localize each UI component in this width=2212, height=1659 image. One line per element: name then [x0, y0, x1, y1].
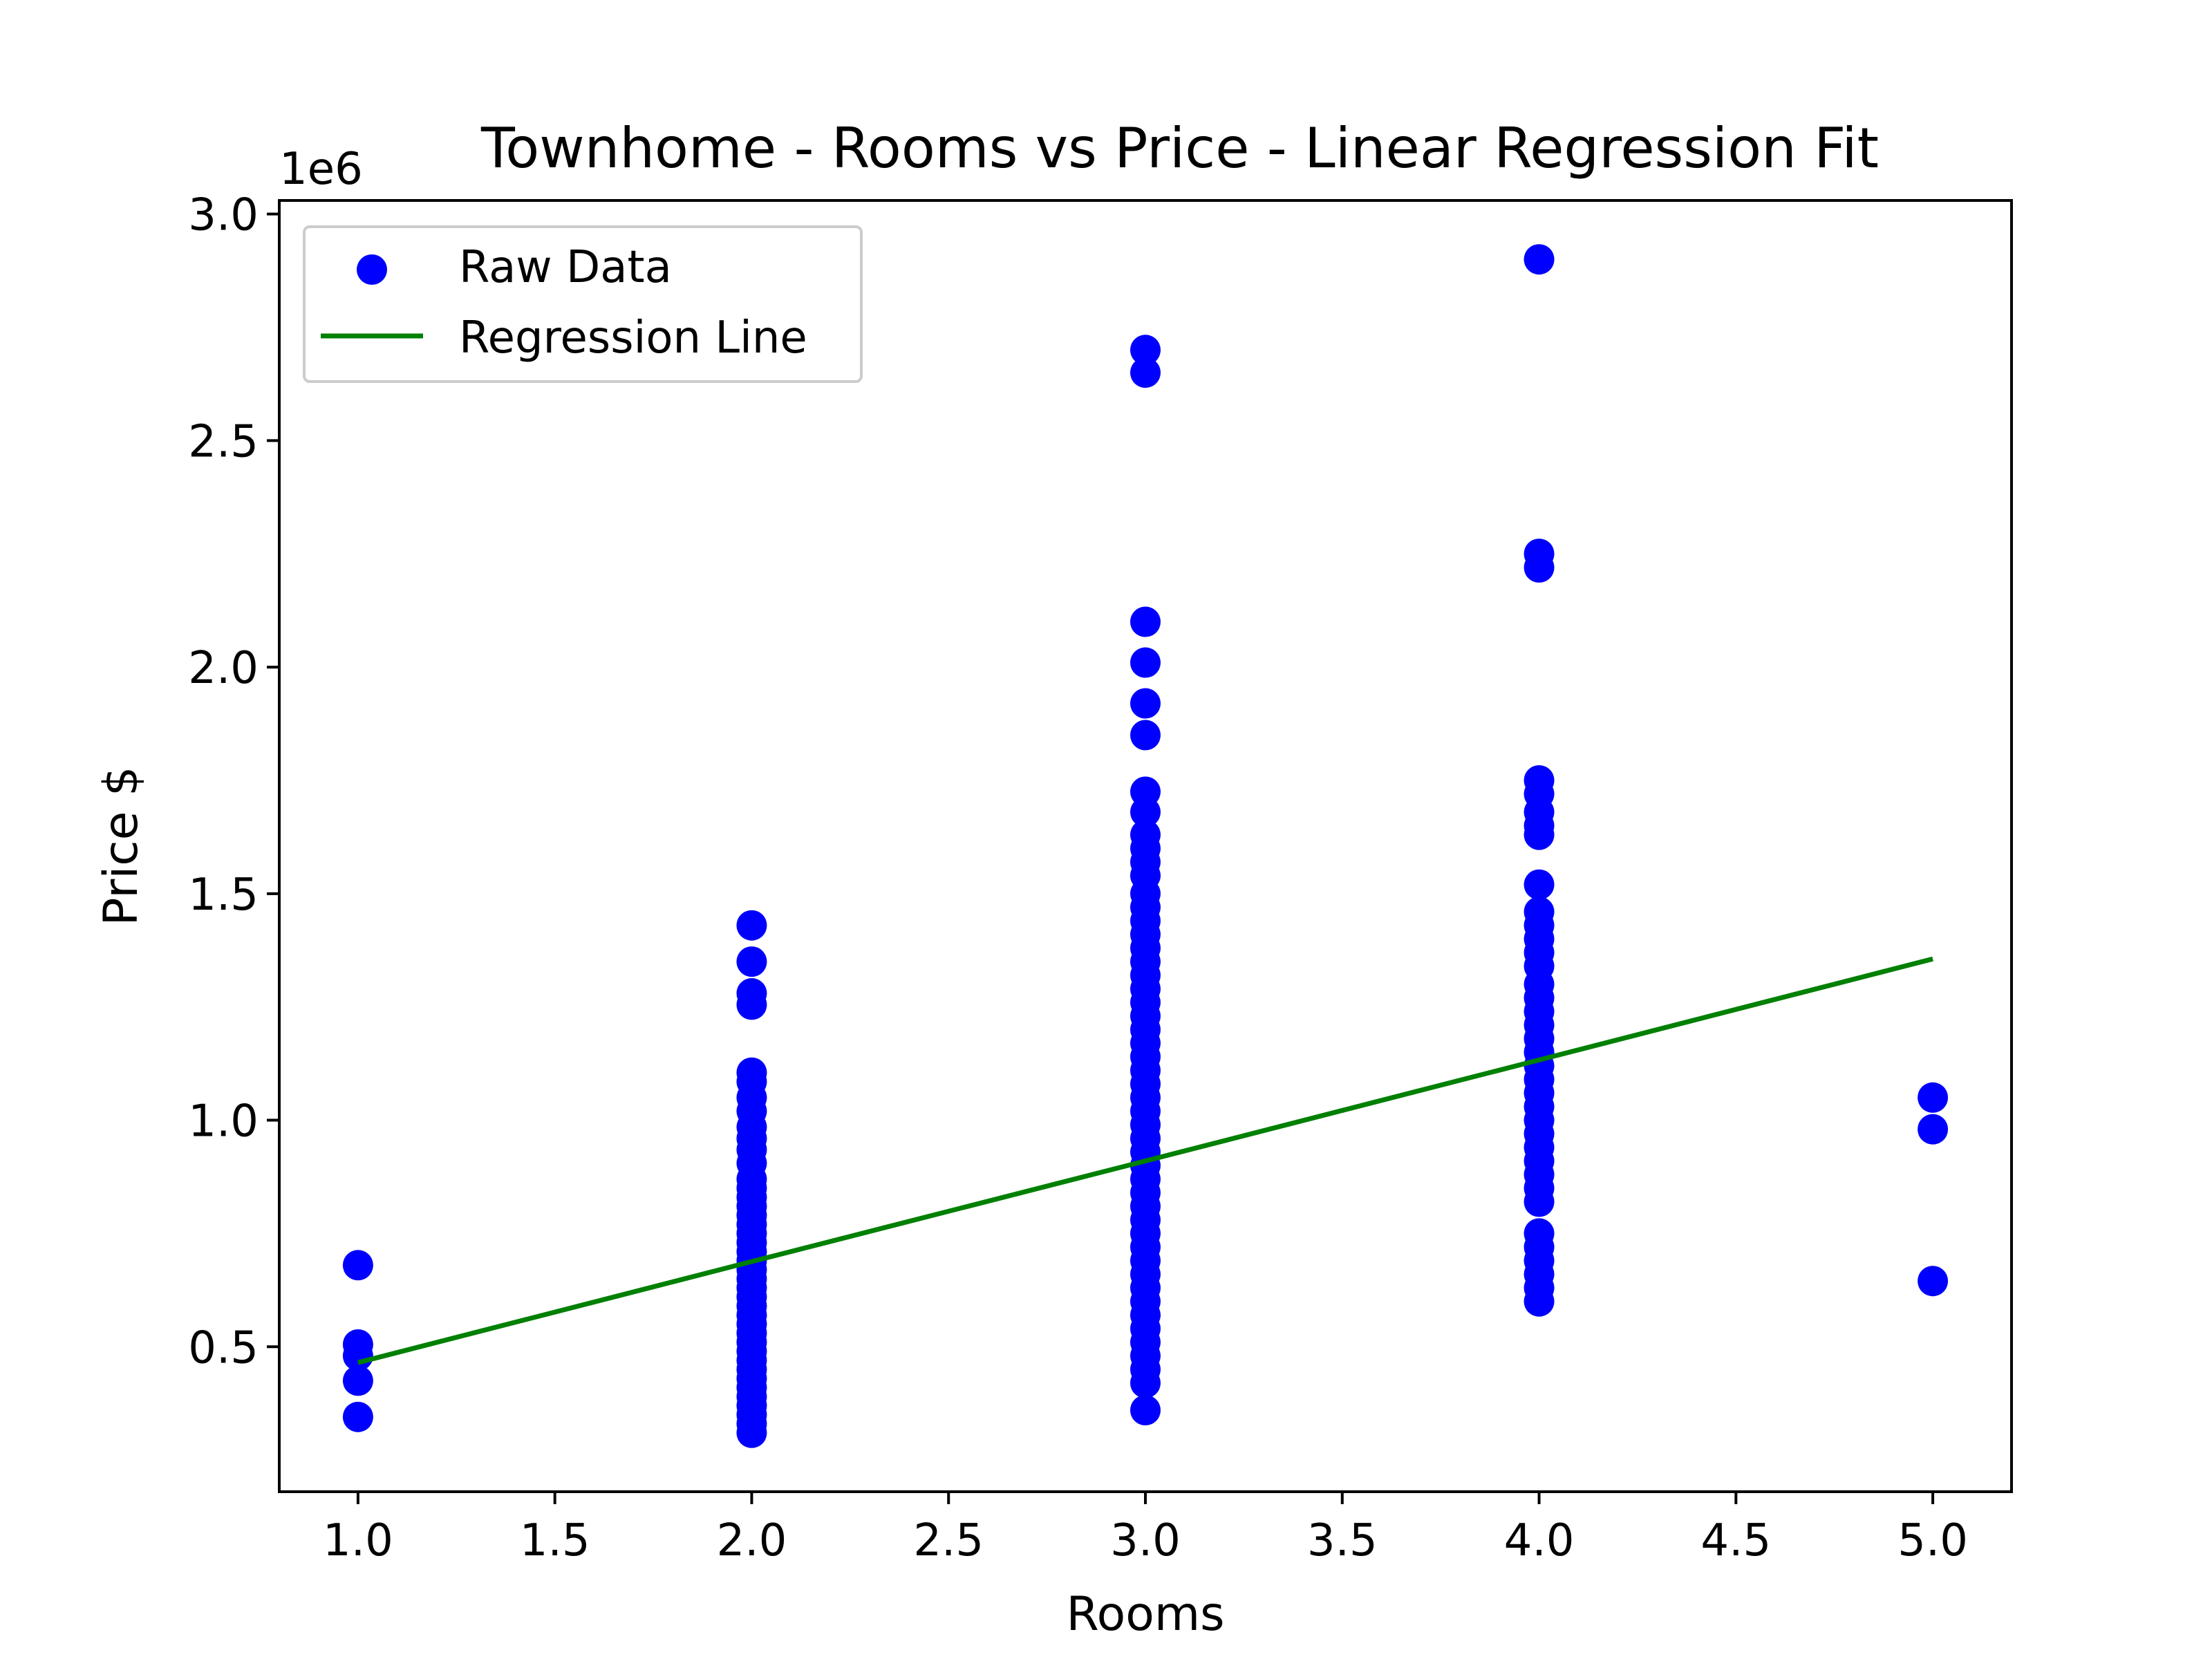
- legend-box: [303, 225, 863, 383]
- x-tick-label: 4.0: [1504, 1515, 1575, 1566]
- scatter-point: [342, 1250, 373, 1281]
- legend-label-regression-line: Regression Line: [459, 312, 807, 364]
- y-axis-label: Price $: [94, 767, 149, 926]
- x-axis-ticks: 1.0 1.5 2.0 2.5 3.0 3.5 4.0 4.5 5.0: [323, 1492, 1968, 1566]
- plot-marks: [342, 244, 1949, 1448]
- y-tick-label: 3.0: [188, 190, 259, 241]
- scatter-point: [1130, 606, 1161, 637]
- legend-marker-raw-data: [357, 254, 387, 285]
- legend-label-raw-data: Raw Data: [459, 242, 672, 293]
- scatter-point: [342, 1365, 373, 1396]
- x-tick-label: 3.0: [1110, 1515, 1181, 1566]
- chart-title: Townhome - Rooms vs Price - Linear Regre…: [480, 116, 1879, 180]
- scatter-point: [1918, 1082, 1949, 1113]
- scatter-point: [1130, 796, 1161, 827]
- x-axis-label: Rooms: [1066, 1587, 1224, 1642]
- scatter-point: [1918, 1114, 1949, 1145]
- y-tick-label: 0.5: [188, 1322, 259, 1374]
- scatter-point: [342, 1340, 373, 1371]
- y-tick-label: 1.0: [188, 1096, 259, 1147]
- y-axis-offset-label: 1e6: [279, 144, 363, 195]
- scatter-point: [1524, 869, 1555, 900]
- scatter-point: [1524, 552, 1555, 583]
- x-tick-label: 3.5: [1307, 1515, 1378, 1566]
- scatter-point: [1130, 688, 1161, 719]
- scatter-point: [1524, 819, 1555, 850]
- scatter-point: [1130, 357, 1161, 388]
- y-tick-label: 1.5: [188, 870, 259, 921]
- scatter-point: [1524, 244, 1555, 275]
- scatter-point: [736, 946, 767, 977]
- scatter-point: [342, 1401, 373, 1432]
- x-tick-label: 4.5: [1700, 1515, 1771, 1566]
- scatter-point: [1524, 1286, 1555, 1317]
- x-tick-label: 1.5: [520, 1515, 590, 1566]
- x-tick-label: 5.0: [1897, 1515, 1968, 1566]
- scatter-point: [1130, 1367, 1161, 1398]
- scatter-point: [1130, 1395, 1161, 1426]
- x-tick-label: 1.0: [323, 1515, 393, 1566]
- x-tick-label: 2.5: [913, 1515, 984, 1566]
- x-tick-label: 2.0: [717, 1515, 787, 1566]
- legend: Raw Data Regression Line: [303, 225, 863, 383]
- scatter-point: [736, 910, 767, 941]
- scatter-point: [736, 1417, 767, 1448]
- scatter-point: [1130, 720, 1161, 751]
- scatter-point: [1130, 335, 1161, 366]
- scatter-point: [736, 989, 767, 1020]
- y-tick-label: 2.0: [188, 643, 259, 694]
- y-tick-label: 2.5: [188, 416, 259, 467]
- regression-line: [357, 956, 1933, 1365]
- scatter-point: [1918, 1266, 1949, 1297]
- scatter-point: [1524, 1186, 1555, 1217]
- y-axis-ticks: 0.5 1.0 1.5 2.0 2.5 3.0: [188, 190, 279, 1374]
- scatter-point: [1130, 647, 1161, 678]
